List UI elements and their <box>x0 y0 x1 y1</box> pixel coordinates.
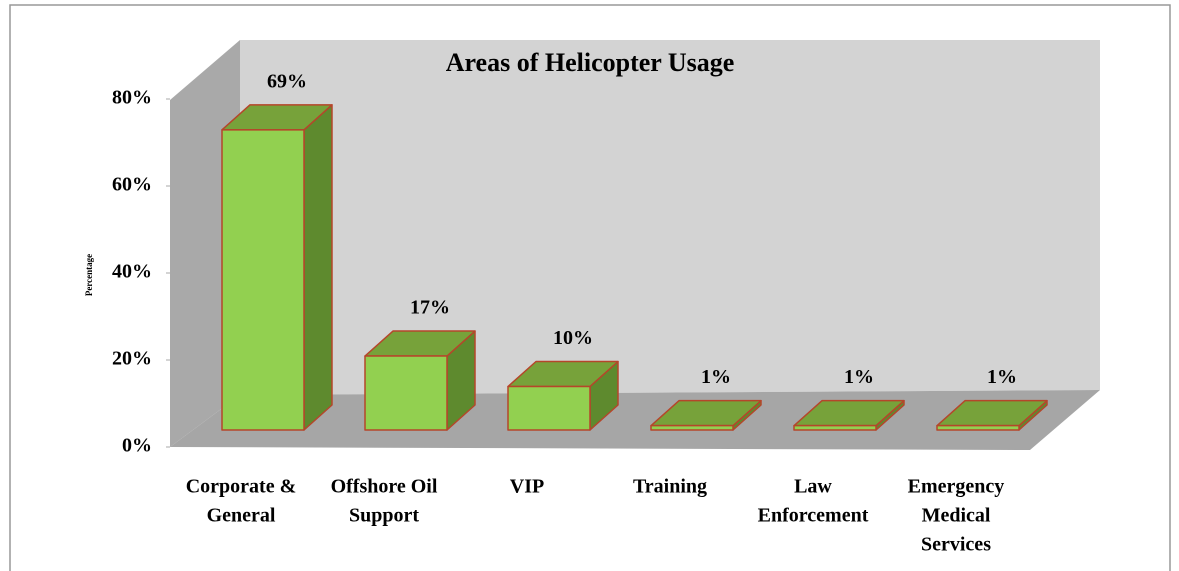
bar-front <box>507 385 591 431</box>
bar-front <box>364 355 448 431</box>
y-tick-label: 20% <box>112 348 152 370</box>
bar <box>793 399 905 431</box>
data-label: 1% <box>701 366 731 388</box>
bar-front <box>650 424 734 431</box>
y-tick-label: 80% <box>112 87 152 109</box>
y-tick-label: 60% <box>112 174 152 196</box>
bar <box>364 330 476 431</box>
bar <box>936 399 1048 431</box>
bar-front <box>221 129 305 431</box>
bar-side <box>303 104 333 431</box>
data-label: 10% <box>553 327 593 349</box>
x-tick-label: Services <box>921 534 991 556</box>
chart-title: Areas of Helicopter Usage <box>446 48 735 77</box>
x-tick-label: Enforcement <box>758 505 869 527</box>
y-tick-label: 0% <box>122 435 152 457</box>
x-tick-label: Support <box>349 505 419 527</box>
y-axis-label: Percentage <box>84 254 94 296</box>
bar <box>650 399 762 431</box>
x-tick-label: Corporate & <box>186 476 297 498</box>
data-label: 1% <box>987 366 1017 388</box>
x-tick-label: Offshore Oil <box>331 476 438 498</box>
back-wall <box>240 40 1100 395</box>
data-label: 1% <box>844 366 874 388</box>
bar <box>507 360 619 431</box>
x-tick-label: Training <box>633 476 707 498</box>
x-tick-label: Law <box>794 476 832 498</box>
x-tick-label: Medical <box>922 505 991 527</box>
data-label: 17% <box>410 297 450 319</box>
bar <box>221 104 333 431</box>
y-tick-label: 40% <box>112 261 152 283</box>
x-tick-label: General <box>207 505 276 527</box>
bar-front <box>936 424 1020 431</box>
data-label: 69% <box>267 70 307 92</box>
x-tick-label: VIP <box>510 476 544 498</box>
bar-front <box>793 424 877 431</box>
x-tick-label: Emergency <box>908 476 1005 498</box>
